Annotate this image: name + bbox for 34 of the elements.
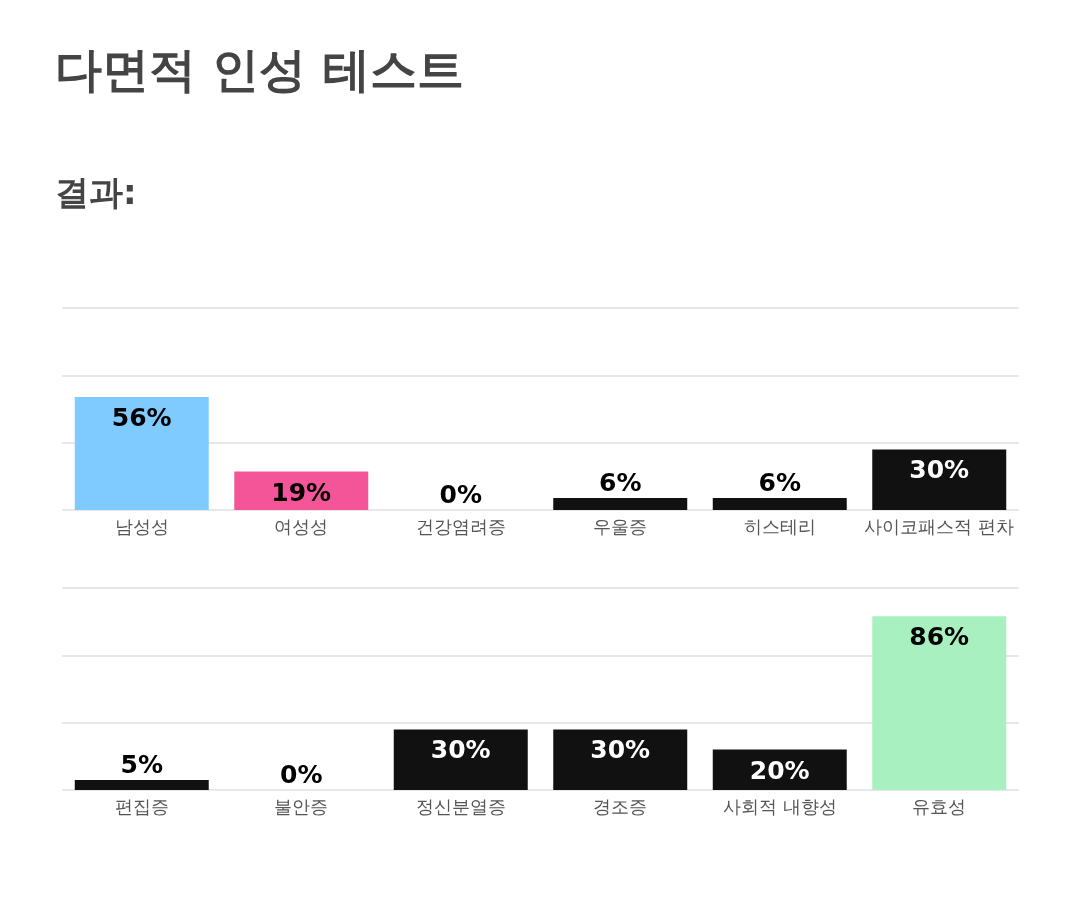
- data-label: 30%: [590, 735, 651, 765]
- bar: [74, 779, 209, 790]
- x-tick-label: 편집증: [114, 795, 169, 817]
- x-tick-label: 유효성: [912, 795, 967, 817]
- x-tick-label: 히스테리: [743, 515, 816, 537]
- x-tick-label: 불안증: [274, 795, 329, 817]
- data-label: 56%: [111, 402, 172, 432]
- bar: [393, 729, 528, 790]
- bar: [553, 497, 688, 510]
- x-tick-label: 여성성: [274, 515, 329, 537]
- x-tick-label: 우울증: [593, 515, 648, 537]
- bar: [74, 396, 209, 510]
- bar: [553, 729, 688, 790]
- x-tick-label: 사회적 내향성: [722, 795, 837, 817]
- bar: [872, 616, 1007, 790]
- data-label: 30%: [909, 455, 970, 485]
- x-tick-label: 경조증: [593, 795, 648, 817]
- data-label: 30%: [430, 735, 491, 765]
- chart-subtitle: 결과:: [55, 172, 137, 213]
- x-tick-label: 정신분열증: [415, 795, 506, 817]
- data-label: 5%: [120, 749, 163, 779]
- x-tick-label: 사이코패스적 편차: [864, 515, 1015, 537]
- x-tick-label: 건강염려증: [415, 515, 506, 537]
- data-label: 86%: [909, 622, 970, 652]
- bar: [872, 449, 1007, 510]
- x-tick-label: 남성성: [114, 515, 169, 537]
- data-label: 19%: [271, 477, 332, 507]
- chart-title: 다면적 인성 테스트: [55, 42, 464, 99]
- data-label: 0%: [280, 760, 323, 789]
- data-label: 20%: [749, 755, 810, 785]
- data-label: 6%: [599, 467, 642, 497]
- data-label: 0%: [439, 480, 482, 509]
- data-label: 6%: [758, 467, 801, 497]
- bar: [712, 497, 847, 510]
